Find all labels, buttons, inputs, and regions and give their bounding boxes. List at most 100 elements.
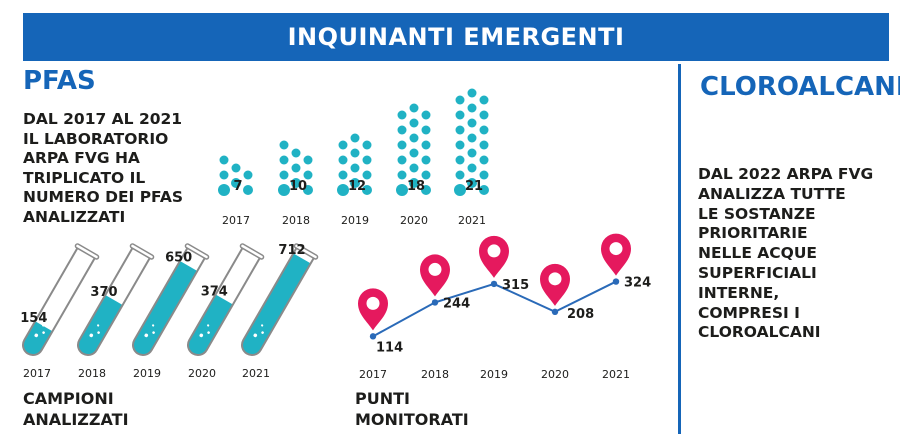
campioni-value-label: 154 bbox=[20, 311, 47, 326]
pfas-year-label: 2017 bbox=[222, 214, 250, 227]
test-tube-bubble bbox=[42, 324, 45, 327]
pfas-dot bbox=[338, 170, 348, 180]
pfas-dot bbox=[243, 185, 253, 195]
pfas-dot bbox=[291, 163, 301, 173]
pfas-dot bbox=[350, 163, 360, 173]
pfas-dot bbox=[421, 170, 431, 180]
pfas-description-line: TRIPLICATO IL bbox=[23, 168, 146, 187]
test-tube-fill bbox=[133, 260, 198, 355]
pfas-dot bbox=[409, 133, 419, 143]
pfas-year-label: 2020 bbox=[400, 214, 428, 227]
campioni-year-label: 2020 bbox=[188, 367, 216, 380]
test-tube-bubble bbox=[152, 324, 155, 327]
pfas-dot bbox=[467, 103, 477, 113]
punti-year-label: 2018 bbox=[421, 368, 449, 381]
pfas-dot bbox=[362, 185, 372, 195]
test-tube-rim bbox=[239, 243, 265, 260]
pin-hole bbox=[428, 262, 442, 276]
pfas-dot bbox=[455, 125, 465, 135]
pfas-dot bbox=[479, 125, 489, 135]
location-pin-icon bbox=[601, 233, 631, 276]
pfas-dot bbox=[291, 148, 301, 158]
test-tube-bubble bbox=[199, 333, 204, 338]
punti-value-label: 315 bbox=[502, 278, 529, 293]
pfas-dot bbox=[455, 155, 465, 165]
pfas-dot bbox=[409, 118, 419, 128]
pin-shape bbox=[420, 254, 450, 297]
pfas-dot bbox=[455, 170, 465, 180]
pfas-description-line: ARPA FVG HA bbox=[23, 149, 140, 167]
punti-point bbox=[431, 299, 439, 306]
pfas-dot bbox=[397, 110, 407, 120]
pfas-dot bbox=[397, 155, 407, 165]
pfas-dot bbox=[479, 185, 489, 195]
test-tube-outline bbox=[132, 245, 207, 356]
test-tube-bubble bbox=[89, 333, 94, 338]
test-tube-fill bbox=[188, 294, 233, 355]
test-tube-bubble bbox=[42, 331, 45, 334]
punti-caption: PUNTI MONITORATI bbox=[355, 388, 469, 430]
pfas-dot bbox=[397, 170, 407, 180]
pfas-dot bbox=[409, 163, 419, 173]
campioni-caption-line: ANALIZZATI bbox=[23, 410, 129, 429]
pfas-dot bbox=[362, 170, 372, 180]
punti-point bbox=[490, 280, 498, 288]
pfas-dot bbox=[219, 170, 229, 180]
test-tube-outline bbox=[77, 245, 152, 356]
pfas-dot bbox=[467, 88, 477, 98]
pfas-dot bbox=[467, 148, 477, 158]
campioni-year-label: 2019 bbox=[133, 367, 161, 380]
pfas-dot bbox=[467, 163, 477, 173]
pfas-dot bbox=[362, 155, 372, 165]
pin-shape bbox=[601, 233, 631, 276]
test-tube-bubble bbox=[261, 331, 264, 334]
pfas-dot bbox=[303, 155, 313, 165]
campioni-value-label: 370 bbox=[90, 285, 117, 300]
cloroalcani-description-line: SUPERFICIALI bbox=[698, 263, 817, 282]
banner-title: INQUINANTI EMERGENTI bbox=[287, 23, 625, 51]
pfas-value-label: 12 bbox=[348, 179, 366, 194]
campioni-caption-line: CAMPIONI bbox=[23, 389, 114, 408]
pfas-dot bbox=[231, 163, 241, 173]
section-divider bbox=[678, 64, 681, 434]
test-tube-rim bbox=[74, 243, 100, 260]
pfas-dot bbox=[467, 118, 477, 128]
pfas-dot bbox=[362, 140, 372, 150]
test-tube bbox=[187, 243, 265, 356]
campioni-caption: CAMPIONI ANALIZZATI bbox=[23, 388, 129, 430]
campioni-year-label: 2021 bbox=[242, 367, 270, 380]
pfas-dot bbox=[409, 148, 419, 158]
punti-year-label: 2020 bbox=[541, 368, 569, 381]
test-tube-fill bbox=[23, 321, 53, 355]
pfas-dot bbox=[231, 178, 241, 188]
pfas-dot bbox=[396, 184, 408, 196]
pfas-dot bbox=[279, 170, 289, 180]
punti-point bbox=[369, 333, 377, 340]
cloroalcani-description-line: NELLE ACQUE bbox=[698, 244, 818, 263]
pfas-description-line: DAL 2017 AL 2021 bbox=[23, 110, 183, 128]
pfas-dot bbox=[218, 184, 230, 196]
pfas-dot bbox=[455, 140, 465, 150]
punti-series-line bbox=[372, 280, 617, 338]
test-tube-bubble bbox=[144, 333, 149, 338]
test-tube bbox=[241, 243, 319, 356]
test-tube-outline bbox=[187, 245, 262, 356]
test-tube-bubble bbox=[261, 324, 264, 327]
pfas-description-line: NUMERO DEI PFAS bbox=[23, 188, 184, 206]
test-tube-fill bbox=[78, 294, 123, 355]
pfas-dot bbox=[479, 140, 489, 150]
pin-hole bbox=[366, 296, 380, 310]
pfas-dot bbox=[279, 155, 289, 165]
punti-year-label: 2017 bbox=[359, 368, 387, 381]
test-tube-rim bbox=[129, 243, 155, 260]
pfas-description-line: ANALIZZATI bbox=[23, 207, 126, 226]
pin-shape bbox=[358, 288, 388, 331]
pfas-dot bbox=[421, 155, 431, 165]
punti-caption-line: PUNTI bbox=[355, 389, 410, 408]
pfas-dot bbox=[421, 110, 431, 120]
pfas-dot bbox=[291, 178, 301, 188]
pfas-dot bbox=[421, 140, 431, 150]
punti-year-label: 2021 bbox=[602, 368, 630, 381]
punti-value-label: 114 bbox=[376, 340, 403, 355]
punti-point bbox=[612, 278, 620, 285]
